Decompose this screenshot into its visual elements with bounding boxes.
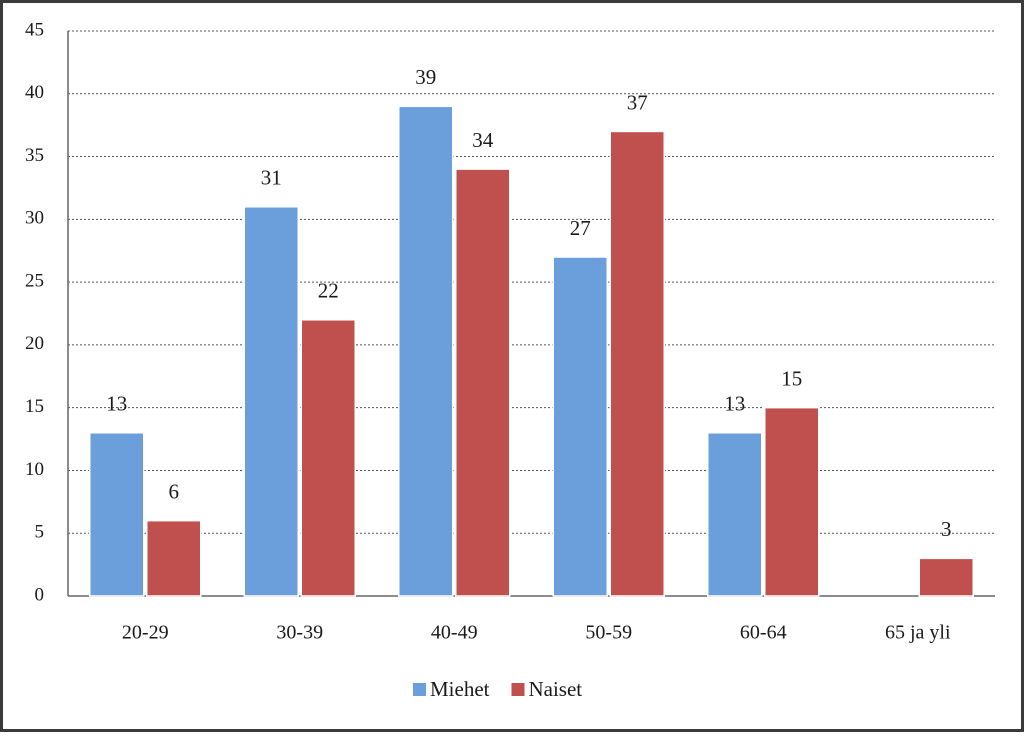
bar: [707, 432, 763, 597]
value-label: 22: [318, 279, 339, 303]
legend-swatch: [413, 683, 426, 696]
x-tick-label: 20-29: [122, 622, 169, 644]
y-tick-label: 40: [25, 82, 44, 103]
value-label: 37: [627, 90, 648, 114]
bar: [398, 105, 454, 597]
value-label: 13: [106, 392, 127, 416]
legend-label: Naiset: [528, 677, 582, 701]
y-tick-label: 35: [25, 145, 44, 166]
value-label: 31: [261, 166, 282, 190]
value-label: 3: [941, 517, 952, 541]
value-label: 13: [724, 392, 745, 416]
bar: [300, 319, 356, 597]
bar: [455, 168, 511, 597]
y-tick-label: 5: [35, 522, 45, 543]
x-tick-label: 50-59: [585, 622, 632, 644]
value-label: 27: [570, 216, 591, 240]
bar: [764, 406, 820, 597]
legend-swatch: [511, 683, 525, 696]
value-label: 6: [169, 479, 180, 503]
x-tick-label: 65 ja yli: [885, 622, 951, 644]
y-tick-label: 10: [25, 459, 44, 480]
bar: [243, 206, 299, 597]
x-tick-label: 30-39: [276, 622, 323, 644]
y-tick-label: 45: [25, 19, 44, 40]
bar: [146, 519, 202, 597]
value-label: 39: [415, 65, 436, 89]
value-label: 34: [472, 128, 494, 152]
x-tick-label: 40-49: [431, 622, 478, 644]
y-tick-label: 20: [25, 333, 44, 354]
y-tick-label: 0: [35, 584, 45, 605]
y-tick-label: 15: [25, 396, 44, 417]
x-tick-label: 60-64: [740, 622, 787, 644]
y-tick-label: 30: [25, 208, 44, 229]
legend-label: Miehet: [430, 677, 490, 701]
bar: [918, 557, 974, 597]
value-label: 15: [781, 366, 802, 390]
bar: [609, 130, 665, 597]
y-tick-label: 25: [25, 270, 44, 291]
bar: [89, 432, 145, 597]
bar: [552, 256, 608, 597]
